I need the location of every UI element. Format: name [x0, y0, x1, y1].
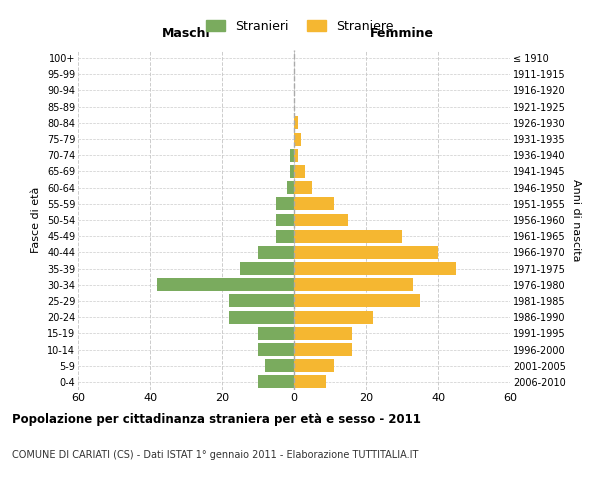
Bar [290, 149, 294, 162]
Bar [258, 343, 294, 356]
Bar [276, 230, 294, 242]
Bar [258, 246, 294, 259]
Text: Popolazione per cittadinanza straniera per età e sesso - 2011: Popolazione per cittadinanza straniera p… [12, 412, 421, 426]
Bar [229, 310, 294, 324]
Bar [294, 198, 334, 210]
Bar [276, 214, 294, 226]
Y-axis label: Fasce di età: Fasce di età [31, 187, 41, 253]
Bar [294, 230, 402, 242]
Bar [294, 278, 413, 291]
Text: COMUNE DI CARIATI (CS) - Dati ISTAT 1° gennaio 2011 - Elaborazione TUTTITALIA.IT: COMUNE DI CARIATI (CS) - Dati ISTAT 1° g… [12, 450, 418, 460]
Bar [157, 278, 294, 291]
Legend: Stranieri, Straniere: Stranieri, Straniere [203, 16, 397, 37]
Bar [294, 181, 312, 194]
Bar [294, 310, 373, 324]
Bar [294, 246, 438, 259]
Bar [287, 181, 294, 194]
Bar [276, 198, 294, 210]
Y-axis label: Anni di nascita: Anni di nascita [571, 179, 581, 261]
Bar [240, 262, 294, 275]
Bar [294, 294, 420, 308]
Bar [294, 214, 348, 226]
Bar [258, 327, 294, 340]
Bar [294, 376, 326, 388]
Bar [294, 359, 334, 372]
Bar [229, 294, 294, 308]
Text: Maschi: Maschi [161, 28, 211, 40]
Bar [294, 165, 305, 178]
Bar [258, 376, 294, 388]
Bar [294, 327, 352, 340]
Bar [294, 262, 456, 275]
Bar [294, 343, 352, 356]
Bar [265, 359, 294, 372]
Bar [294, 149, 298, 162]
Bar [294, 132, 301, 145]
Text: Femmine: Femmine [370, 28, 434, 40]
Bar [294, 116, 298, 130]
Bar [290, 165, 294, 178]
